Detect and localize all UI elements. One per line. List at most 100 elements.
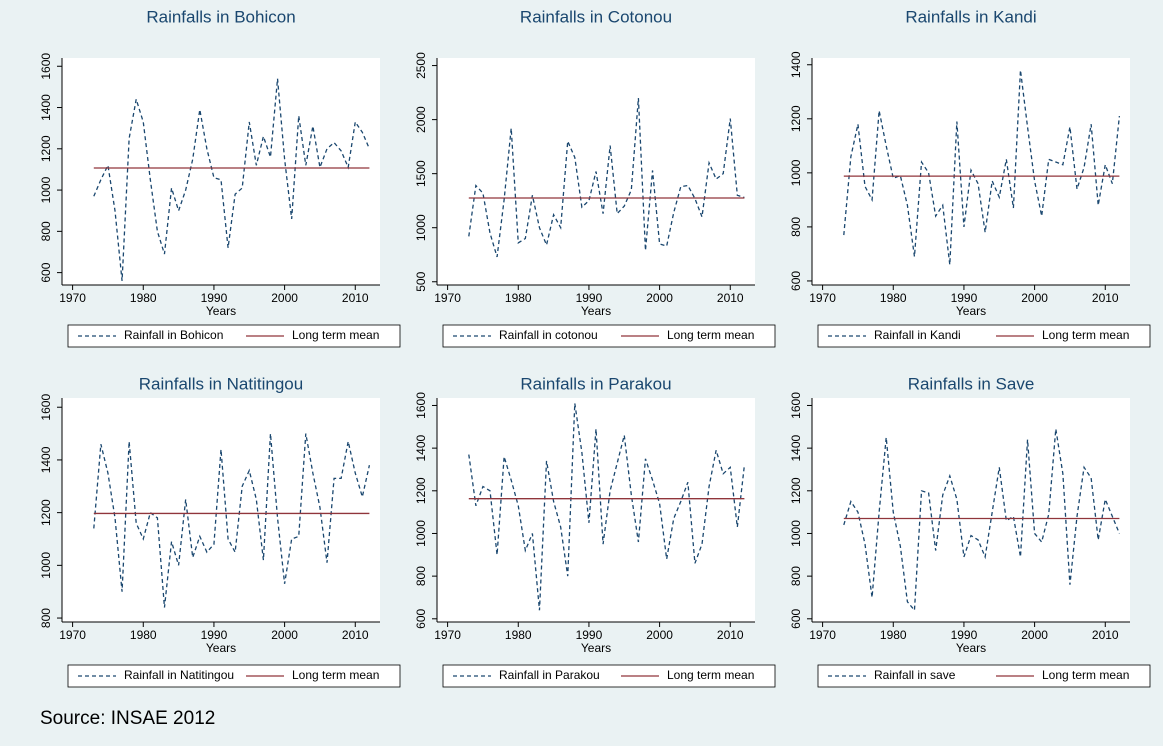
y-tick-label: 600 [789, 608, 803, 628]
series-line [468, 403, 746, 611]
plot-area [62, 398, 380, 622]
legend-label: Rainfall in cotonou [499, 328, 598, 342]
y-tick-label: 2000 [414, 106, 428, 133]
x-tick-label: 1990 [576, 291, 603, 305]
y-tick-label: 1600 [39, 394, 53, 421]
x-tick-label: 1970 [809, 628, 836, 642]
x-tick-label: 1970 [59, 291, 86, 305]
y-tick-label: 500 [414, 271, 428, 291]
series-line [843, 428, 1121, 612]
series-line [93, 433, 371, 608]
x-tick-label: 1970 [59, 628, 86, 642]
y-tick-label: 600 [39, 262, 53, 282]
y-tick-label: 800 [789, 217, 803, 237]
x-tick-label: 2000 [271, 628, 298, 642]
y-tick-label: 1000 [414, 214, 428, 241]
x-tick-label: 1990 [201, 291, 228, 305]
legend-label: Long term mean [667, 668, 754, 682]
x-tick-label: 2000 [646, 291, 673, 305]
x-axis-label: Years [206, 304, 236, 318]
x-tick-label: 1990 [951, 291, 978, 305]
series-line [468, 97, 745, 258]
x-tick-label: 2010 [1092, 291, 1119, 305]
legend-box [817, 324, 1151, 348]
series-line [93, 78, 370, 281]
y-tick-label: 1000 [39, 176, 53, 203]
legend-label: Rainfall in Parakou [499, 668, 600, 682]
x-axis-label: Years [206, 641, 236, 655]
legend-box [442, 664, 776, 688]
chart-title: Rainfalls in Natitingou [139, 374, 303, 393]
x-tick-label: 2000 [271, 291, 298, 305]
legend-label: Long term mean [1042, 328, 1129, 342]
y-tick-label: 1400 [39, 94, 53, 121]
x-tick-label: 2010 [342, 628, 369, 642]
y-tick-label: 1400 [414, 434, 428, 461]
y-tick-label: 1600 [414, 392, 428, 419]
source-note: Source: INSAE 2012 [40, 708, 215, 729]
legend-label: Long term mean [292, 668, 379, 682]
chart-title: Rainfalls in Bohicon [146, 7, 295, 26]
y-tick-label: 800 [789, 566, 803, 586]
y-tick-label: 800 [39, 608, 53, 628]
chart-title: Rainfalls in Cotonou [520, 7, 672, 26]
legend-label: Long term mean [667, 328, 754, 342]
legend-box [817, 664, 1151, 688]
y-tick-label: 1200 [789, 105, 803, 132]
x-tick-label: 1980 [130, 291, 157, 305]
y-tick-label: 1000 [789, 520, 803, 547]
y-tick-label: 1200 [789, 477, 803, 504]
x-tick-label: 2000 [1021, 291, 1048, 305]
y-tick-label: 1600 [39, 53, 53, 80]
legend-box [67, 664, 401, 688]
y-tick-label: 1400 [39, 446, 53, 473]
legend-box [67, 324, 401, 348]
x-tick-label: 1990 [201, 628, 228, 642]
x-axis-label: Years [581, 304, 611, 318]
y-tick-label: 800 [414, 566, 428, 586]
x-tick-label: 1990 [951, 628, 978, 642]
x-tick-label: 1970 [809, 291, 836, 305]
y-tick-label: 800 [39, 221, 53, 241]
y-tick-label: 1400 [789, 434, 803, 461]
x-tick-label: 1980 [505, 628, 532, 642]
x-tick-label: 2000 [1021, 628, 1048, 642]
x-tick-label: 2000 [646, 628, 673, 642]
legend-label: Rainfall in Natitingou [124, 668, 234, 682]
y-tick-label: 1600 [789, 392, 803, 419]
y-tick-label: 1000 [39, 552, 53, 579]
x-tick-label: 1970 [434, 628, 461, 642]
x-tick-label: 1980 [505, 291, 532, 305]
y-tick-label: 1200 [414, 477, 428, 504]
x-axis-label: Years [956, 641, 986, 655]
y-tick-label: 1000 [414, 520, 428, 547]
y-tick-label: 600 [789, 271, 803, 291]
legend-box [442, 324, 776, 348]
series-line [843, 70, 1121, 265]
plot-area [812, 398, 1130, 622]
y-tick-label: 1500 [414, 160, 428, 187]
x-tick-label: 1980 [880, 291, 907, 305]
x-tick-label: 1980 [130, 628, 157, 642]
legend-label: Rainfall in save [874, 668, 956, 682]
x-tick-label: 2010 [342, 291, 369, 305]
legend-label: Long term mean [292, 328, 379, 342]
y-tick-label: 1200 [39, 135, 53, 162]
chart-title: Rainfalls in Save [908, 374, 1035, 393]
x-tick-label: 2010 [717, 628, 744, 642]
y-tick-label: 1200 [39, 499, 53, 526]
x-tick-label: 2010 [717, 291, 744, 305]
legend-label: Rainfall in Kandi [874, 328, 961, 342]
x-tick-label: 1990 [576, 628, 603, 642]
y-tick-label: 1400 [789, 51, 803, 78]
legend-label: Long term mean [1042, 668, 1129, 682]
chart-title: Rainfalls in Parakou [520, 374, 671, 393]
x-axis-label: Years [581, 641, 611, 655]
plot-area [62, 58, 380, 285]
x-tick-label: 1970 [434, 291, 461, 305]
x-tick-label: 2010 [1092, 628, 1119, 642]
x-axis-label: Years [956, 304, 986, 318]
y-tick-label: 600 [414, 608, 428, 628]
